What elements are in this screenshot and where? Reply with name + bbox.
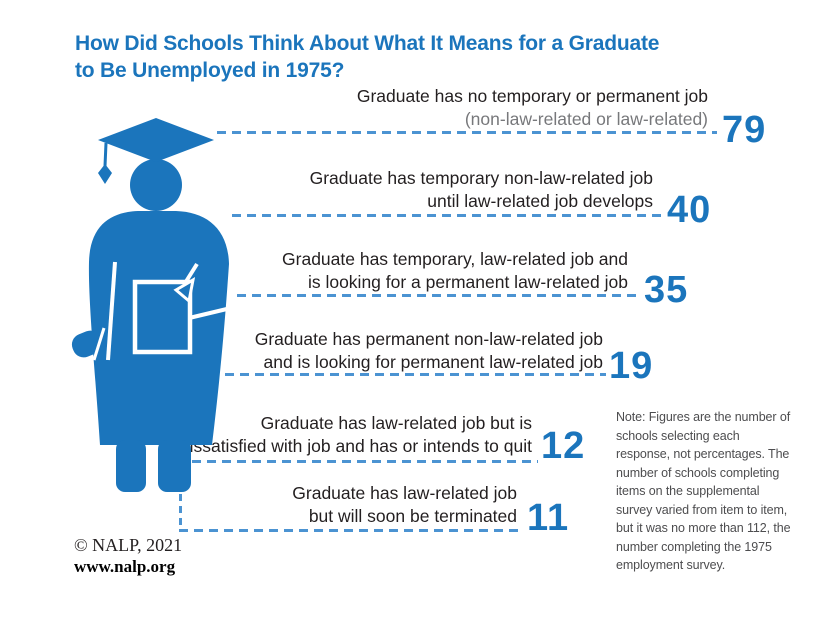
left-arm-gap bbox=[106, 261, 117, 361]
response-6-line2: but will soon be terminated bbox=[308, 506, 517, 526]
head bbox=[130, 159, 182, 211]
tassel bbox=[98, 164, 112, 184]
response-5-line2: dissatisfied with job and has or intends… bbox=[179, 436, 532, 456]
response-3-line1: Graduate has temporary, law-related job … bbox=[282, 249, 628, 269]
connector-line-6-vertical bbox=[179, 494, 182, 530]
tassel-cord bbox=[103, 142, 108, 167]
value-label-2: 40 bbox=[667, 189, 712, 231]
response-item-1: Graduate has no temporary or permanent j… bbox=[357, 85, 708, 131]
value-label-4: 19 bbox=[609, 345, 654, 387]
response-2-line2: until law-related job develops bbox=[427, 191, 653, 211]
response-item-2: Graduate has temporary non-law-related j… bbox=[310, 167, 653, 213]
connector-line-6 bbox=[179, 529, 524, 532]
note-text: Note: Figures are the number of schools … bbox=[616, 410, 791, 572]
value-label-5: 12 bbox=[541, 425, 586, 467]
connector-line-3 bbox=[237, 294, 640, 297]
left-hand bbox=[71, 330, 103, 358]
value-label-3: 35 bbox=[644, 269, 689, 311]
connector-line-1 bbox=[217, 131, 717, 134]
response-item-4: Graduate has permanent non-law-related j… bbox=[255, 328, 603, 374]
response-5-line1: Graduate has law-related job but is bbox=[260, 413, 532, 433]
response-2-line1: Graduate has temporary non-law-related j… bbox=[309, 168, 653, 188]
right-hand bbox=[173, 277, 196, 304]
response-item-6: Graduate has law-related job but will so… bbox=[292, 482, 517, 528]
response-item-3: Graduate has temporary, law-related job … bbox=[282, 248, 628, 294]
value-label-6: 11 bbox=[527, 497, 570, 539]
value-label-1: 79 bbox=[722, 109, 767, 151]
copyright-text: © NALP, 2021 bbox=[74, 535, 183, 555]
connector-line-5 bbox=[192, 460, 538, 463]
mortarboard-cap bbox=[98, 118, 214, 162]
left-leg bbox=[116, 440, 146, 492]
connector-line-2 bbox=[232, 214, 662, 217]
graduate-silhouette-icon bbox=[71, 118, 232, 492]
website-link[interactable]: www.nalp.org bbox=[74, 557, 176, 576]
page-title: How Did Schools Think About What It Mean… bbox=[75, 30, 659, 84]
response-6-line1: Graduate has law-related job bbox=[292, 483, 517, 503]
response-4-line2: and is looking for permanent law-related… bbox=[263, 352, 604, 372]
right-arm-gap-lower bbox=[184, 306, 232, 321]
connector-line-4 bbox=[210, 373, 606, 376]
response-3-line2: is looking for a permanent law-related j… bbox=[307, 272, 628, 292]
left-hand-gap bbox=[92, 327, 106, 361]
page-title-line1: How Did Schools Think About What It Mean… bbox=[75, 32, 660, 55]
response-4-line1: Graduate has permanent non-law-related j… bbox=[254, 329, 603, 349]
response-1-line1: Graduate has no temporary or permanent j… bbox=[356, 86, 708, 106]
page-title-line2: to Be Unemployed in 1975? bbox=[75, 59, 345, 82]
response-item-5: Graduate has law-related job but is diss… bbox=[180, 412, 532, 458]
right-leg bbox=[158, 440, 191, 492]
response-1-line2: (non-law-related or law-related) bbox=[464, 109, 708, 129]
